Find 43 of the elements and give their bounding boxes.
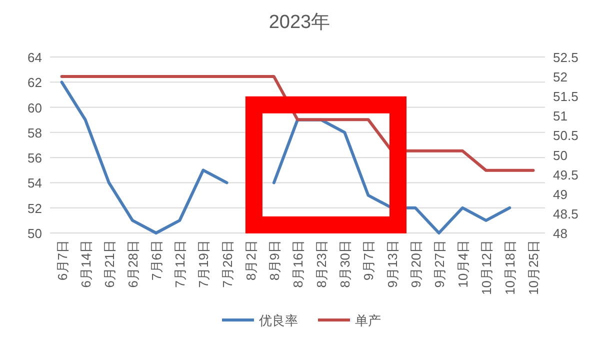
- y2-tick-label: 52: [553, 70, 568, 85]
- x-tick-label: 9月13日: [384, 240, 400, 288]
- x-tick-label: 10月18日: [502, 240, 518, 295]
- x-tick-label: 8月30日: [338, 240, 353, 288]
- legend-label: 优良率: [259, 313, 298, 328]
- x-tick-label: 10月4日: [456, 240, 470, 288]
- x-tick-label: 6月14日: [78, 240, 94, 288]
- x-tick-label: 9月20日: [408, 240, 424, 288]
- line-series: [60, 75, 535, 172]
- x-tick-label: 9月27日: [432, 240, 447, 288]
- x-tick-label: 8月9日: [266, 240, 282, 280]
- y2-tick-label: 50.5: [553, 128, 578, 144]
- y2-tick-label: 50: [553, 148, 568, 163]
- x-tick-label: 6月21日: [102, 240, 117, 288]
- x-tick-label: 7月12日: [172, 240, 188, 288]
- y2-tick-label: 49: [553, 186, 568, 202]
- legend-label: 单产: [355, 313, 381, 328]
- x-tick-label: 8月2日: [243, 240, 258, 280]
- y-tick-label: 64: [28, 50, 42, 65]
- x-tick-label: 6月7日: [54, 240, 70, 280]
- x-tick-label: 10月25日: [526, 240, 542, 295]
- x-tick-label: 10月12日: [479, 240, 494, 295]
- x-tick-label: 8月23日: [314, 240, 330, 288]
- x-tick-label: 8月16日: [290, 240, 306, 288]
- chart-title: 2023年: [268, 12, 330, 33]
- y-tick-label: 52: [28, 200, 42, 216]
- y-tick-label: 56: [28, 150, 42, 166]
- y2-tick-label: 49.5: [553, 167, 578, 182]
- y-tick-label: 54: [28, 176, 42, 191]
- x-tick-label: 9月7日: [361, 240, 376, 280]
- y2-tick-label: 52.5: [553, 50, 578, 65]
- x-tick-label: 7月26日: [220, 240, 235, 288]
- y2-tick-label: 48.5: [553, 206, 578, 222]
- y2-tick-label: 48: [553, 226, 568, 241]
- x-tick-label: 6月28日: [126, 240, 140, 288]
- y-tick-label: 60: [28, 100, 42, 116]
- y-tick-label: 62: [28, 75, 42, 90]
- y-tick-label: 58: [28, 125, 42, 140]
- y-tick-label: 50: [28, 226, 42, 241]
- y2-tick-label: 51: [553, 108, 568, 124]
- x-tick-label: 7月6日: [149, 240, 164, 280]
- y2-tick-label: 51.5: [553, 89, 578, 104]
- x-tick-label: 7月19日: [196, 240, 212, 288]
